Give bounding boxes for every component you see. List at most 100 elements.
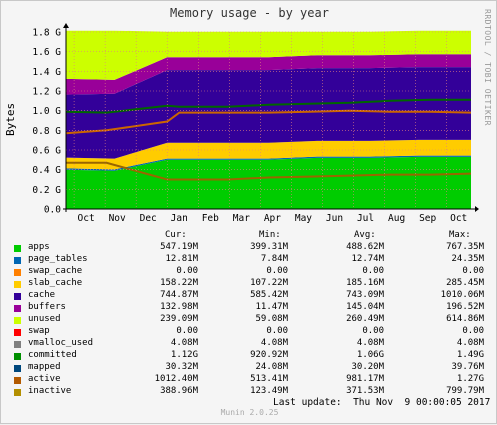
legend-swatch: [14, 365, 21, 372]
legend-name: swap_cache: [28, 266, 83, 276]
legend-cur: 239.09M: [160, 314, 198, 324]
x-tick-label: Nov: [109, 213, 126, 224]
legend-max: 39.76M: [451, 362, 484, 372]
legend-name: slab_cache: [28, 278, 83, 288]
x-tick-label: May: [295, 213, 312, 224]
legend-swatch: [14, 305, 21, 312]
line-active: [65, 109, 472, 135]
legend-name: cache: [28, 290, 56, 300]
legend-name: apps: [28, 242, 50, 252]
chart-title: Memory usage - by year: [170, 6, 329, 20]
legend-min: 513.41M: [250, 374, 288, 384]
y-tick-label: 0.6 G: [32, 146, 61, 157]
y-tick-labels: 0.0 0.2 G 0.4 G 0.6 G 0.8 G 1.0 G 1.2 G 1.4 G 1…: [32, 28, 61, 216]
legend-cur: 744.87M: [160, 290, 198, 300]
y-tick-label: 1.2 G: [32, 87, 61, 98]
legend-cur: 1.12G: [170, 350, 198, 360]
legend-name: swap: [28, 326, 50, 336]
legend-max: 285.45M: [446, 278, 484, 288]
legend-min: 107.22M: [250, 278, 288, 288]
legend-header-min: Min:: [259, 230, 281, 240]
legend-swatch: [14, 293, 21, 300]
legend-cur: 0.00: [176, 266, 198, 276]
y-tick-label: 0.0: [44, 205, 61, 216]
y-tick-label: 1.8 G: [32, 28, 61, 39]
legend-avg: 12.74M: [351, 254, 384, 264]
legend-cur: 4.08M: [170, 338, 198, 348]
legend-avg: 185.16M: [346, 278, 384, 288]
legend-swatch: [14, 281, 21, 288]
legend-max: 4.08M: [456, 338, 484, 348]
x-tick-labels: Oct Nov Dec Jan Feb Mar Apr May Jun Jul Aug Sep Oct: [78, 213, 468, 224]
legend-avg: 260.49M: [346, 314, 384, 324]
legend-min: 585.42M: [250, 290, 288, 300]
legend-swatch: [14, 269, 21, 276]
x-tick-label: Apr: [264, 213, 281, 224]
legend-max: 1.27G: [456, 374, 484, 384]
legend-swatch: [14, 257, 21, 264]
legend-min: 123.49M: [250, 386, 288, 396]
legend-avg: 371.53M: [346, 386, 384, 396]
x-tick-label: Mar: [233, 213, 250, 224]
legend-avg: 4.08M: [356, 338, 384, 348]
y-tick-label: 1.6 G: [32, 47, 61, 58]
legend-avg: 743.09M: [346, 290, 384, 300]
legend-swatch: [14, 353, 21, 360]
legend-swatch: [14, 377, 21, 384]
legend-name: unused: [28, 314, 61, 324]
legend-swatch: [14, 245, 21, 252]
x-tick-label: Feb: [202, 213, 219, 224]
legend-max: 1010.06M: [440, 290, 484, 300]
area-buffers: [66, 54, 471, 95]
legend-cur: 132.98M: [160, 302, 198, 312]
legend-name: committed: [28, 350, 77, 360]
legend-swatch: [14, 341, 21, 348]
legend-header-max: Max:: [449, 230, 471, 240]
x-tick-label: Jan: [171, 213, 188, 224]
legend-min: 0.00: [266, 326, 288, 336]
legend-name: inactive: [28, 386, 72, 396]
legend-min: 7.84M: [260, 254, 288, 264]
legend-min: 920.92M: [250, 350, 288, 360]
legend-cur: 547.19M: [160, 242, 198, 252]
legend-header-cur: Cur:: [165, 230, 187, 240]
last-update: Last update: Thu Nov 9 00:00:05 2017: [273, 397, 491, 408]
legend-min: 4.08M: [260, 338, 288, 348]
x-tick-label: Aug: [388, 213, 405, 224]
legend-max: 614.86M: [446, 314, 484, 324]
y-axis-arrow: [63, 23, 69, 28]
legend-name: buffers: [28, 302, 66, 312]
legend-avg: 981.17M: [346, 374, 384, 384]
rrdtool-side-label: RRDTOOL / TOBI OETIKER: [483, 9, 492, 126]
legend-cur: 388.96M: [160, 386, 198, 396]
x-tick-label: Dec: [140, 213, 157, 224]
legend-min: 399.31M: [250, 242, 288, 252]
y-tick-label: 0.2 G: [32, 185, 61, 196]
legend-avg: 30.20M: [351, 362, 384, 372]
legend-cur: 158.22M: [160, 278, 198, 288]
x-tick-label: Jun: [326, 213, 343, 224]
legend-max: 24.35M: [451, 254, 484, 264]
area-unused: [66, 30, 471, 80]
grid-lines: [66, 31, 471, 209]
munin-version: Munin 2.0.25: [220, 408, 279, 417]
legend-min: 11.47M: [255, 302, 288, 312]
legend-swatch: [14, 389, 21, 396]
legend-name: vmalloc_used: [28, 338, 94, 348]
x-tick-label: Sep: [419, 213, 436, 224]
legend-avg: 145.04M: [346, 302, 384, 312]
line-committed: [65, 98, 471, 114]
legend-min: 24.08M: [255, 362, 288, 372]
y-tick-label: 0.8 G: [32, 126, 61, 137]
x-tick-label: Oct: [78, 213, 95, 224]
legend-cur: 1012.40M: [154, 374, 198, 384]
legend-name: active: [28, 374, 61, 384]
legend-swatch: [14, 329, 21, 336]
legend-min: 59.08M: [255, 314, 288, 324]
legend-max: 0.00: [462, 266, 484, 276]
legend-max: 196.52M: [446, 302, 484, 312]
legend-avg: 1.06G: [356, 350, 384, 360]
